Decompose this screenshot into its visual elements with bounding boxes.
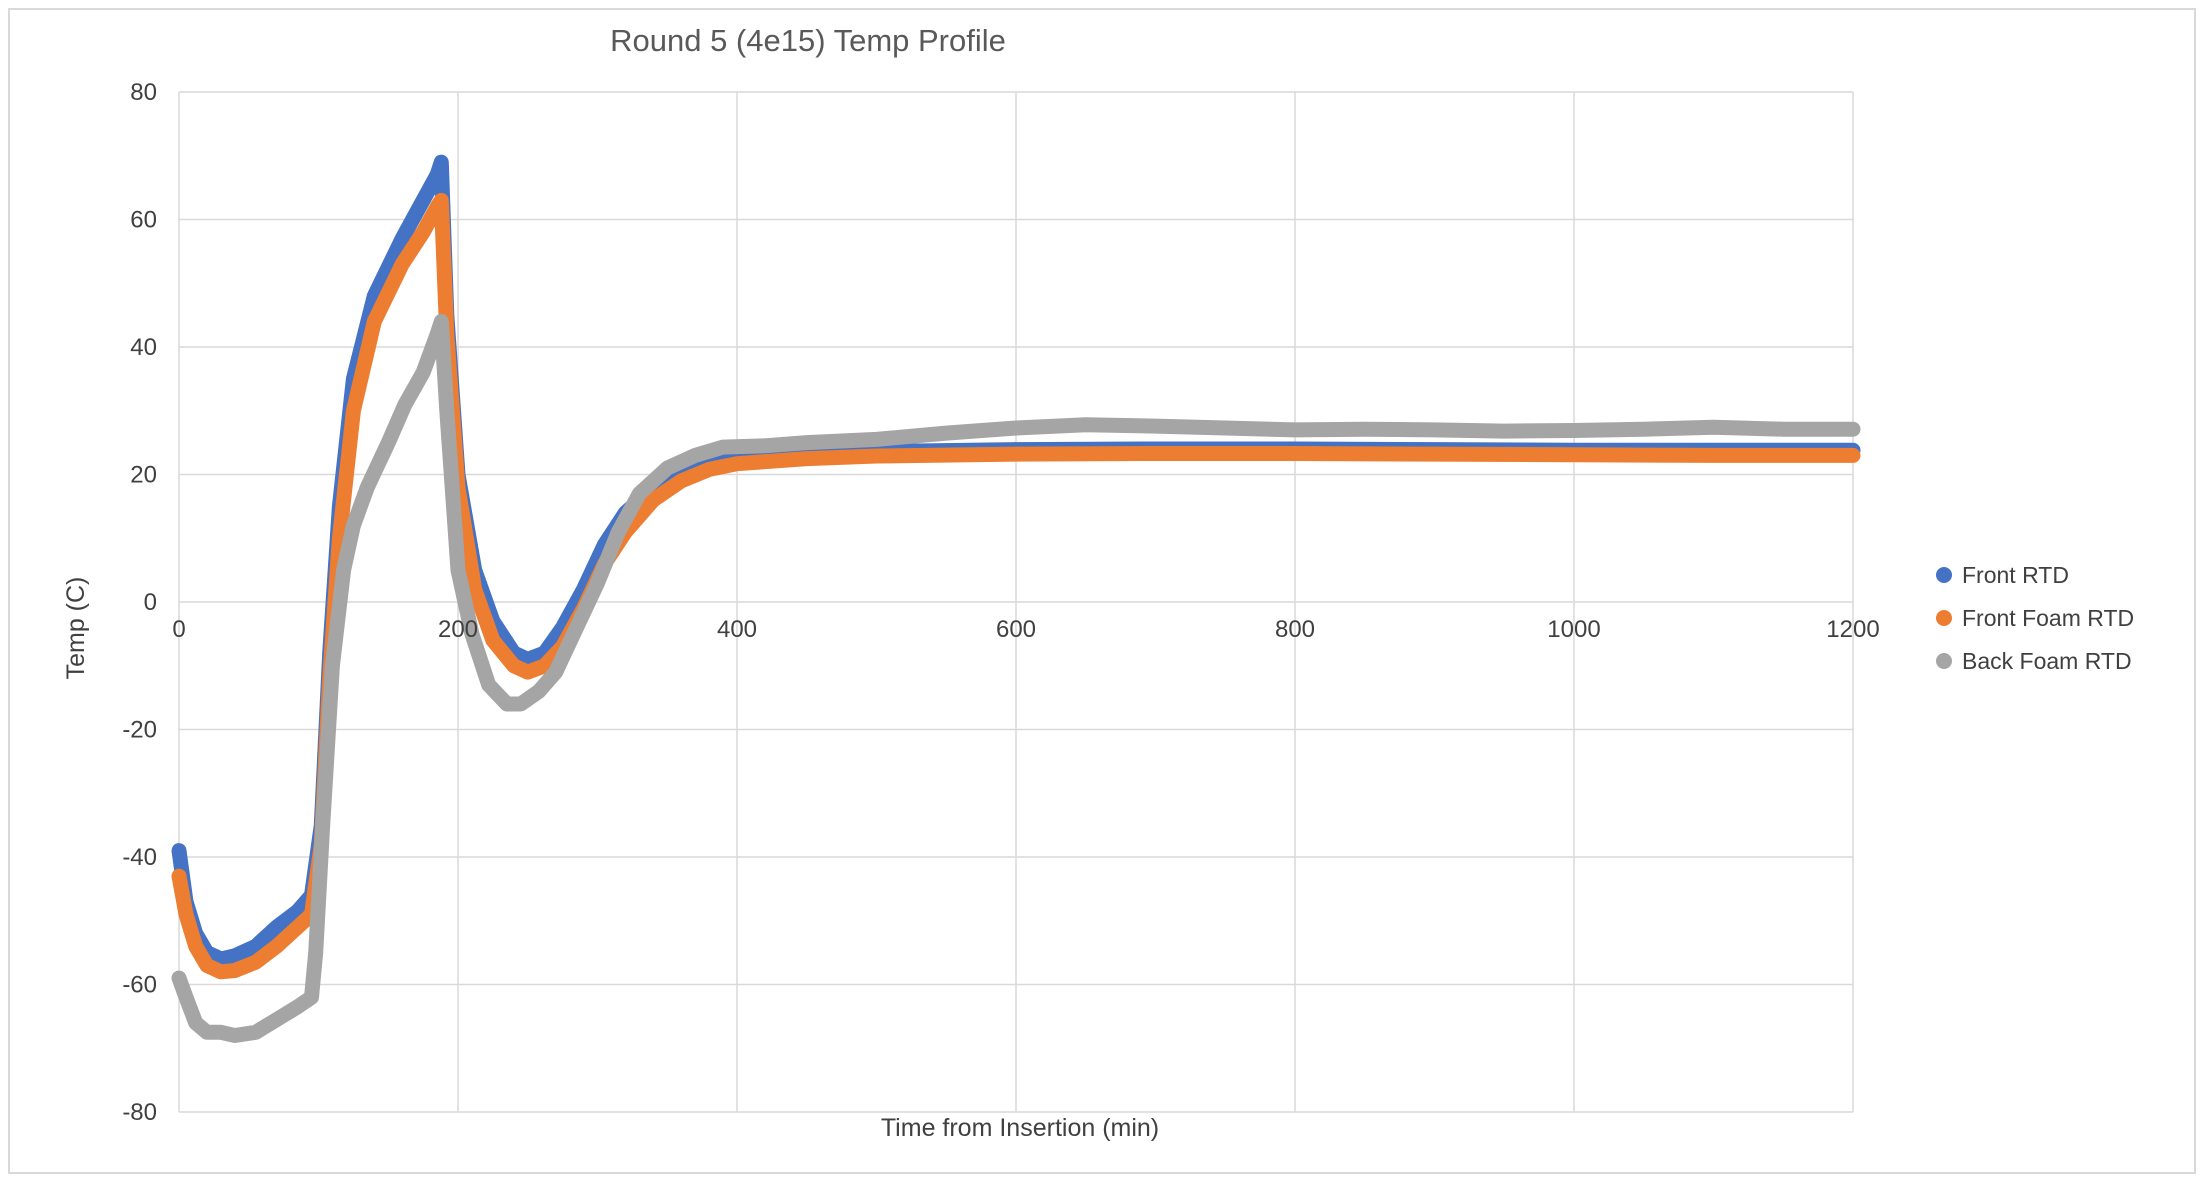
y-axis-title: Temp (C) [62,577,90,680]
y-tick-label: 0 [144,589,157,616]
y-tick-label: -60 [122,972,157,999]
series-lines [171,154,1861,1043]
legend-label: Back Foam RTD [1962,648,2132,674]
y-tick-label: 40 [130,334,157,361]
x-tick-label: 1200 [1826,616,1879,643]
legend: Front RTD Front Foam RTD Back Foam RTD [1936,562,2134,674]
y-tick-label: 80 [130,79,157,106]
legend-label: Front Foam RTD [1962,605,2134,631]
y-tick-label: -20 [122,717,157,744]
x-tick-label: 800 [1275,616,1315,643]
series-line-back-foam-rtd [171,314,1861,1043]
gridlines [178,91,1854,1113]
y-tick-label: 20 [130,462,157,489]
legend-marker [1936,610,1952,626]
chart-area: 80 60 40 20 0 -20 -40 -60 -80 0 200 400 600 800 1000 12… [8,8,2196,1174]
legend-marker [1936,653,1952,669]
x-tick-label: 1000 [1547,616,1600,643]
y-tick-label: 60 [130,207,157,234]
x-tick-label: 200 [438,616,478,643]
chart-title: Round 5 (4e15) Temp Profile [610,23,1006,58]
x-tick-label: 600 [996,616,1036,643]
legend-marker [1936,567,1952,583]
legend-label: Front RTD [1962,562,2069,588]
x-axis-title: Time from Insertion (min) [881,1114,1159,1142]
x-tick-label: 400 [717,616,757,643]
y-tick-label: -40 [122,844,157,871]
y-tick-label: -80 [122,1099,157,1126]
series-line-front-foam-rtd [171,192,1861,980]
x-tick-label: 0 [172,616,185,643]
